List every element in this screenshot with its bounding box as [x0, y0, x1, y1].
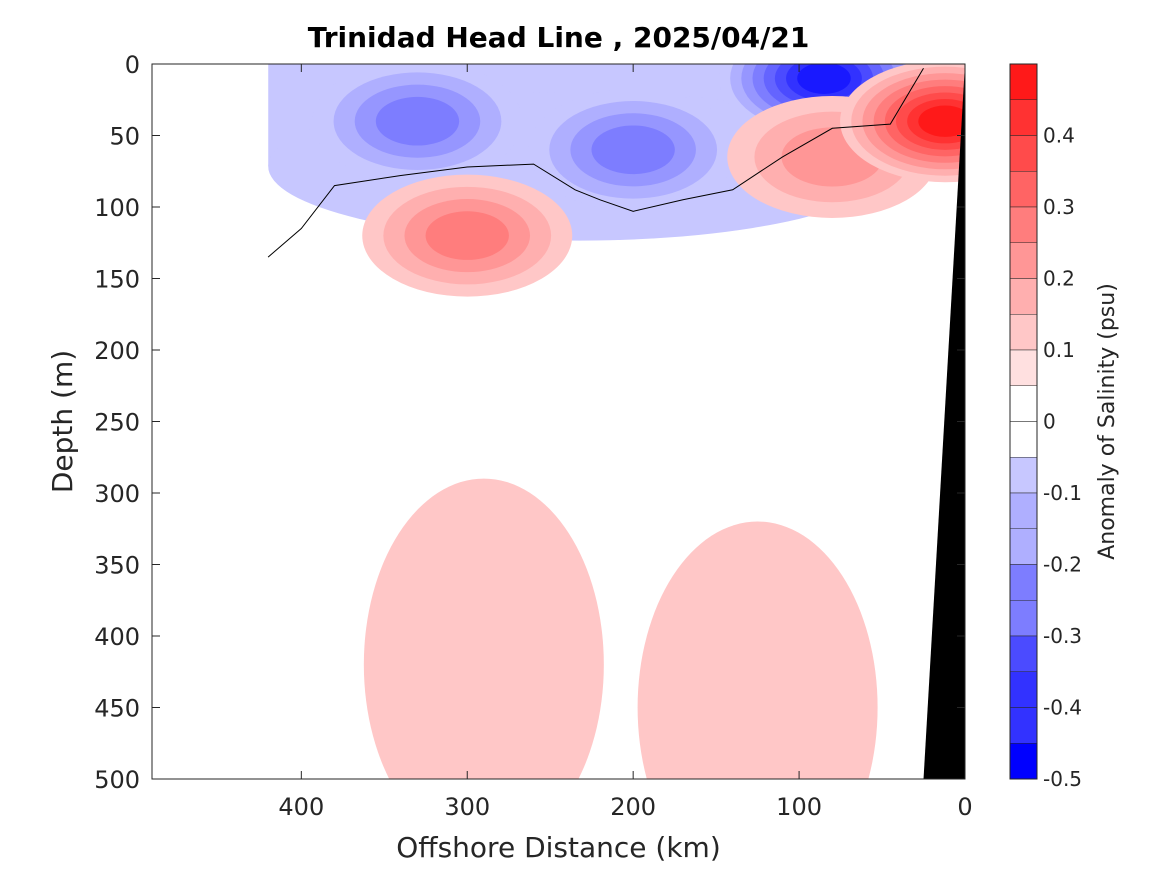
- colorbar-bin: [1009, 421, 1038, 458]
- x-tick-label: 300: [444, 793, 490, 821]
- bathymetry-wedge: [923, 64, 965, 779]
- region-coastal-salty-core: [840, 64, 965, 183]
- colorbar-bin: [1009, 385, 1038, 422]
- region-level: [425, 211, 509, 260]
- field-region-group: [268, 64, 965, 779]
- colorbar-bin: [1009, 457, 1038, 494]
- zero-contour-lines: [267, 68, 924, 258]
- y-tick-label: 400: [94, 623, 140, 651]
- y-tick-label: 0: [125, 51, 140, 79]
- y-tick-label: 450: [94, 695, 140, 723]
- colorbar-bin: [1009, 635, 1038, 672]
- colorbar-bin: [1009, 564, 1038, 601]
- y-tick-label: 100: [94, 194, 140, 222]
- region-level: [637, 521, 878, 779]
- colorbar-bin: [1009, 743, 1038, 780]
- colorbar-bin: [1009, 242, 1038, 279]
- y-tick-label: 300: [94, 480, 140, 508]
- region-level: [591, 125, 675, 175]
- y-tick-label: 250: [94, 409, 140, 437]
- colorbar-tick-label: 0.2: [1043, 267, 1075, 291]
- colorbar-bin: [1009, 99, 1038, 136]
- colorbar-tick-label: 0.3: [1043, 195, 1075, 219]
- colorbar-tick-label: 0: [1043, 410, 1056, 434]
- y-axis-label: Depth (m): [46, 350, 79, 493]
- colorbar-tick-label: -0.4: [1043, 696, 1082, 720]
- salinity-anomaly-field: [268, 64, 965, 779]
- y-tick-label: 150: [94, 266, 140, 294]
- region-level: [797, 64, 851, 95]
- colorbar-tick-label: -0.1: [1043, 481, 1082, 505]
- bathymetry-mask: [923, 64, 965, 779]
- x-tick-label: 400: [278, 793, 324, 821]
- colorbar-tick-label: 0.4: [1043, 124, 1075, 148]
- colorbar-bin: [1009, 528, 1038, 565]
- region-level: [918, 105, 965, 137]
- colorbar-bin: [1009, 135, 1038, 172]
- region-deep-salty-east: [637, 521, 878, 779]
- colorbar-bin: [1009, 63, 1038, 100]
- zero-contour: [267, 68, 924, 258]
- colorbar-bin: [1009, 671, 1038, 708]
- colorbar-tick-label: -0.5: [1043, 767, 1082, 791]
- colorbar-bin: [1009, 314, 1038, 351]
- region-deep-salty-west: [363, 478, 604, 779]
- colorbar-bin: [1009, 707, 1038, 744]
- x-tick-label: 200: [610, 793, 656, 821]
- colorbar-bin: [1009, 171, 1038, 208]
- y-tick-label: 500: [94, 766, 140, 794]
- colorbar-tick-label: -0.3: [1043, 624, 1082, 648]
- x-tick-label: 100: [776, 793, 822, 821]
- x-tick-label: 0: [957, 793, 972, 821]
- axes: 400 300 200 100 0 0 50 100 150 200 250 300 350 400 450…: [94, 51, 972, 821]
- colorbar-bin: [1009, 349, 1038, 386]
- colorbar-bin: [1009, 206, 1038, 243]
- y-tick-label: 350: [94, 552, 140, 580]
- colorbar-frame: [1009, 63, 1038, 780]
- region-fresh-core-west: [312, 64, 523, 183]
- colorbar-label: Anomaly of Salinity (psu): [1095, 283, 1120, 560]
- region-level: [363, 478, 604, 779]
- colorbar-tick-label: -0.2: [1043, 553, 1082, 577]
- x-axis-label: Offshore Distance (km): [396, 831, 721, 864]
- region-level: [375, 96, 460, 146]
- colorbar-tick-label: 0.1: [1043, 338, 1075, 362]
- chart-title: Trinidad Head Line , 2025/04/21: [308, 21, 810, 54]
- region-fresh-core-mid: [528, 88, 739, 211]
- y-tick-label: 200: [94, 337, 140, 365]
- y-tick-label: 50: [109, 123, 140, 151]
- colorbar-bin: [1009, 600, 1038, 637]
- colorbar-bin: [1009, 278, 1038, 315]
- colorbar: 0.4 0.3 0.2 0.1 0 -0.1 -0.2 -0.3 -0.4 -0.5: [1009, 63, 1082, 791]
- colorbar-bin: [1009, 492, 1038, 529]
- region-subsurface-salty-core: [362, 174, 573, 297]
